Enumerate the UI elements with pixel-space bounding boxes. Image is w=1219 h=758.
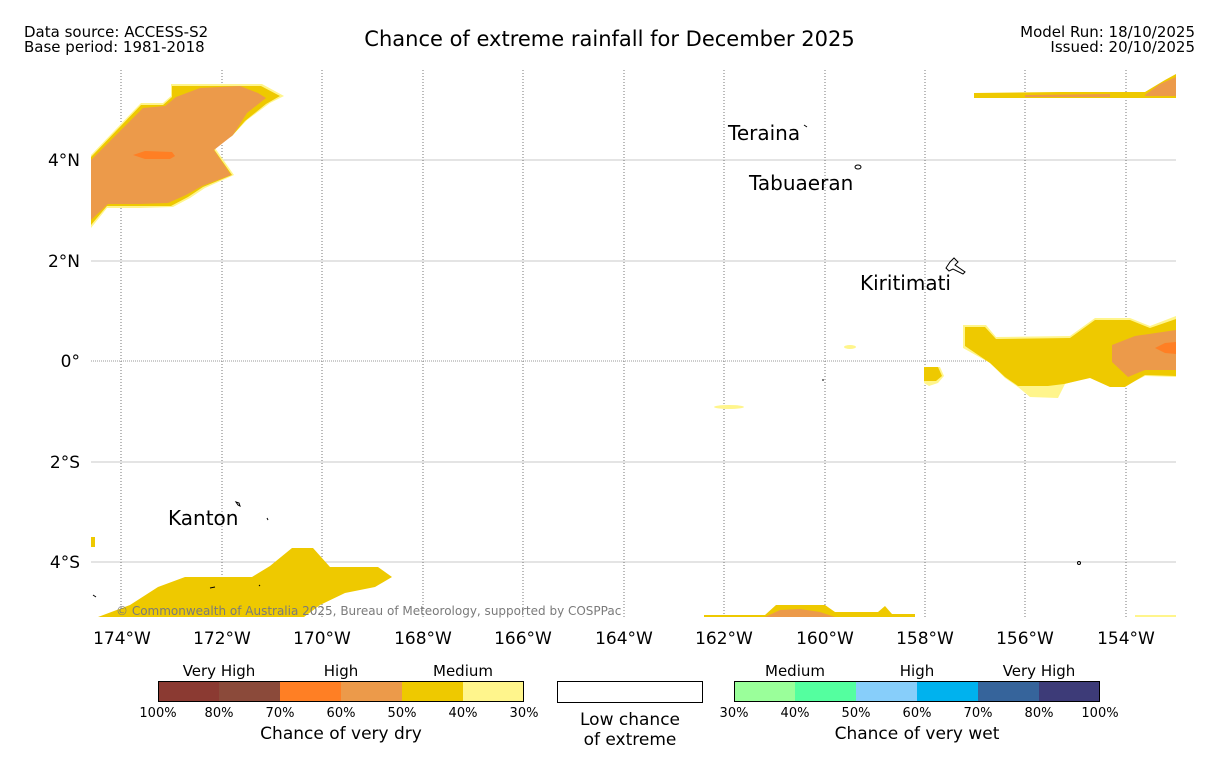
dry-region-southwest (91, 537, 392, 617)
dry-swatch (219, 681, 280, 702)
lat-axis-labels: 4°N 2°N 0° 2°S 4°S (48, 151, 80, 573)
wet-tick: 50% (841, 706, 871, 721)
dry-swatch (280, 681, 341, 702)
lon-label: 174°W (93, 629, 151, 649)
map-title: Chance of extreme rainfall for December … (364, 27, 855, 51)
low-chance-line2: of extreme (583, 730, 677, 750)
data-source-label: Data source: ACCESS-S2 (24, 23, 209, 41)
dry-tick: 80% (204, 706, 234, 721)
wet-swatch (734, 681, 795, 702)
place-label-teraina: Teraina (727, 121, 800, 145)
lon-label: 172°W (193, 629, 251, 649)
dry-swatch (402, 681, 463, 702)
wet-header-very-high: Very High (1002, 662, 1076, 680)
wet-swatch (917, 681, 978, 702)
dry-swatch (158, 681, 219, 702)
wet-tick: 70% (963, 706, 993, 721)
wet-caption: Chance of very wet (834, 724, 1000, 744)
place-labels: Teraina Tabuaeran Kiritimati Kanton (168, 121, 951, 530)
lat-label: 0° (61, 352, 80, 372)
wet-tick: 30% (719, 706, 749, 721)
wet-swatch (795, 681, 856, 702)
lon-label: 164°W (595, 629, 653, 649)
lon-label: 168°W (394, 629, 452, 649)
dry-tick: 60% (326, 706, 356, 721)
dry-tick: 70% (265, 706, 295, 721)
issued-label: Issued: 20/10/2025 (1050, 38, 1195, 56)
dry-region-east-equator (714, 316, 1176, 409)
place-label-tabuaeran: Tabuaeran (748, 171, 853, 195)
model-run-label: Model Run: 18/10/2025 (1020, 23, 1195, 41)
low-chance-line1: Low chance (580, 710, 680, 730)
dry-header-medium: Medium (433, 662, 493, 680)
lon-label: 156°W (996, 629, 1054, 649)
wet-tick: 100% (1081, 706, 1119, 721)
dry-tick: 40% (448, 706, 478, 721)
lat-label: 4°S (50, 553, 80, 573)
lat-label: 2°N (48, 252, 80, 272)
lat-gridlines (91, 159, 1176, 563)
lon-label: 166°W (494, 629, 552, 649)
dry-header-high: High (323, 662, 359, 680)
lat-label: 2°S (50, 453, 80, 473)
wet-tick: 80% (1024, 706, 1054, 721)
lon-label: 154°W (1097, 629, 1155, 649)
base-period-label: Base period: 1981-2018 (24, 38, 205, 56)
wet-swatch (856, 681, 917, 702)
dry-tick: 100% (139, 706, 177, 721)
wet-tick: 40% (780, 706, 810, 721)
dry-header-very-high: Very High (182, 662, 256, 680)
wet-swatch (1039, 681, 1100, 702)
lon-label: 162°W (695, 629, 753, 649)
dry-region-northeast (974, 74, 1176, 98)
dry-tick: 50% (387, 706, 417, 721)
lon-label: 170°W (293, 629, 351, 649)
lon-axis-labels: 174°W 172°W 170°W 168°W 166°W 164°W 162°… (93, 629, 1155, 649)
wet-header-medium: Medium (765, 662, 825, 680)
low-chance-swatch (557, 681, 703, 703)
dry-region-northwest (91, 84, 284, 228)
dry-swatch (463, 681, 524, 702)
place-label-kiritimati: Kiritimati (860, 271, 951, 295)
lon-label: 160°W (796, 629, 854, 649)
copyright-notice: © Commonwealth of Australia 2025, Bureau… (116, 604, 621, 618)
lat-label: 4°N (48, 151, 80, 171)
wet-header-high: High (899, 662, 935, 680)
dry-swatch (341, 681, 402, 702)
dry-caption: Chance of very dry (260, 724, 422, 744)
dry-region-south-center (704, 605, 1176, 617)
lon-label: 158°W (896, 629, 954, 649)
wet-swatch (978, 681, 1039, 702)
island-outlines (92, 124, 1081, 598)
wet-tick: 60% (902, 706, 932, 721)
low-chance-caption: Low chance of extreme (540, 710, 720, 750)
place-label-kanton: Kanton (168, 506, 238, 530)
dry-tick: 30% (509, 706, 539, 721)
